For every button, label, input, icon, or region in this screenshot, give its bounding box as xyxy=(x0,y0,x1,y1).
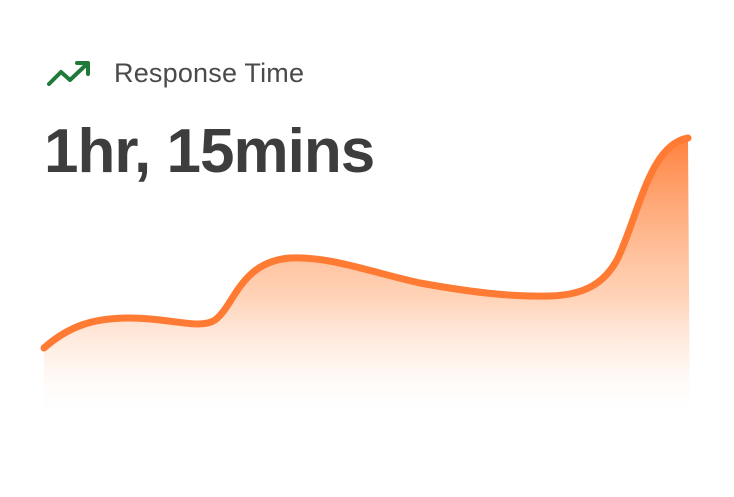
sparkline-area xyxy=(44,138,690,430)
card-header: Response Time xyxy=(46,58,304,89)
sparkline-fade xyxy=(40,360,700,440)
sparkline-line xyxy=(40,134,692,352)
trending-up-icon xyxy=(46,60,92,88)
card-title: Response Time xyxy=(114,58,305,88)
response-time-value: 1hr, 15mins xyxy=(44,117,375,186)
